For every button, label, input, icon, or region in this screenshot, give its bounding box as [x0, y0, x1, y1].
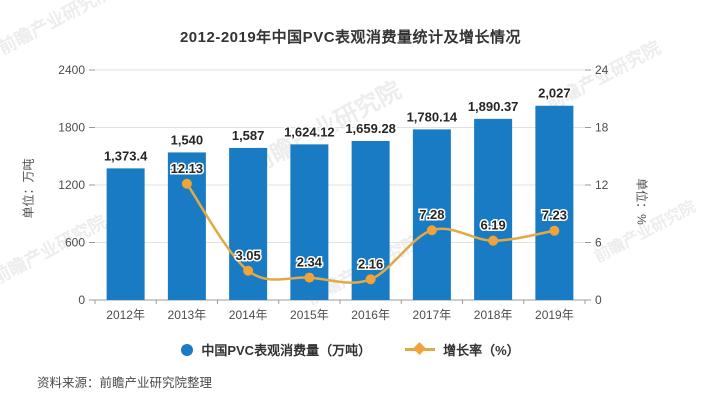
chart-canvas: 0 0 600 6 1200 12 1800 18 2400 24 2012年 2013年 2014年 2… — [58, 63, 609, 322]
x-axis-category-label: 2019年 — [535, 308, 574, 322]
line-value-label: 12.13 — [171, 161, 204, 176]
line-value-label: 7.23 — [542, 208, 567, 223]
x-axis-category-label: 2017年 — [413, 308, 452, 322]
x-axis-category-label: 2013年 — [168, 308, 207, 322]
x-axis-category-label: 2012年 — [106, 308, 145, 322]
line-marker-2016年 — [365, 274, 376, 285]
bar-2012年 — [106, 168, 145, 300]
right-axis-tick-label: 12 — [595, 178, 609, 192]
bar-value-label: 1,587 — [232, 128, 265, 143]
right-axis-tick-label: 0 — [595, 293, 602, 307]
bar-value-label: 1,624.12 — [284, 124, 335, 139]
legend-label-consumption: 中国PVC表观消费量（万吨） — [201, 343, 372, 358]
line-value-label: 7.28 — [419, 207, 444, 222]
line-series-swatch-icon — [405, 342, 436, 355]
bar-2013年 — [167, 152, 206, 300]
chart-title: 2012-2019年中国PVC表观消费量统计及增长情况 — [179, 29, 522, 46]
bar-2018年 — [474, 118, 513, 300]
bar-series-swatch-icon — [181, 343, 194, 356]
line-marker-2019年 — [549, 225, 560, 236]
x-axis-category-label: 2014年 — [229, 308, 268, 322]
line-value-label: 3.05 — [235, 248, 260, 263]
right-axis-tick-label: 24 — [595, 63, 609, 77]
line-marker-2013年 — [181, 178, 192, 189]
line-value-label: 2.16 — [358, 256, 383, 271]
bar-2019年 — [535, 105, 574, 300]
left-axis-tick-label: 600 — [65, 236, 85, 250]
legend-label-growth-rate: 增长率（%） — [443, 343, 520, 358]
left-axis-tick-label: 2400 — [58, 63, 85, 77]
bar-value-label: 1,890.37 — [468, 99, 519, 114]
line-marker-2015年 — [304, 272, 315, 283]
left-axis-tick-label: 1200 — [58, 178, 85, 192]
bar-value-label: 2,027 — [538, 86, 571, 101]
bar-value-label: 1,373.4 — [104, 148, 148, 163]
line-value-label: 6.19 — [480, 218, 505, 233]
bar-2017年 — [412, 129, 451, 300]
bar-value-label: 1,659.28 — [345, 121, 396, 136]
left-axis-tick-label: 0 — [78, 293, 85, 307]
x-axis-category-label: 2016年 — [351, 308, 390, 322]
legend-item-consumption[interactable]: 中国PVC表观消费量（万吨） — [181, 340, 371, 359]
x-axis-category-label: 2018年 — [474, 308, 513, 322]
line-marker-2017年 — [426, 225, 437, 236]
x-axis-category-label: 2015年 — [290, 308, 329, 322]
line-marker-2018年 — [488, 235, 499, 246]
chart-legend: 中国PVC表观消费量（万吨） 增长率（%） — [0, 340, 701, 359]
right-axis-tick-label: 6 — [595, 236, 602, 250]
right-axis-tick-label: 18 — [595, 121, 609, 135]
line-marker-2014年 — [243, 265, 254, 276]
bar-value-label: 1,540 — [171, 132, 204, 147]
bar-2016年 — [351, 140, 390, 300]
data-source-note: 资料来源：前瞻产业研究院整理 — [37, 376, 213, 390]
bar-value-label: 1,780.14 — [407, 109, 458, 124]
legend-item-growth-rate[interactable]: 增长率（%） — [405, 340, 520, 359]
line-value-label: 2.34 — [297, 255, 323, 270]
left-axis-tick-label: 1800 — [58, 121, 85, 135]
